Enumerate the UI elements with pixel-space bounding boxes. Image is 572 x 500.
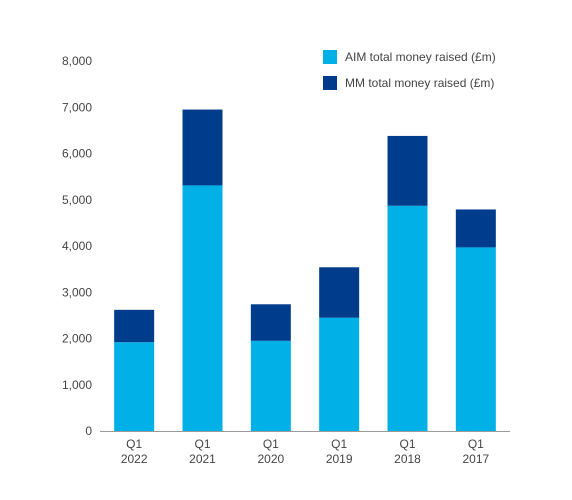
- x-tick-label: 2018: [394, 452, 421, 466]
- legend-label: MM total money raised (£m): [345, 76, 494, 90]
- x-tick-label: 2019: [326, 452, 353, 466]
- x-tick-label: Q1: [331, 437, 347, 451]
- bar-segment-mm: [182, 109, 223, 186]
- y-tick-label: 6,000: [62, 147, 92, 161]
- y-tick-label: 7,000: [62, 100, 92, 114]
- bar-segment-mm: [319, 267, 360, 318]
- x-tick-label: Q1: [194, 437, 210, 451]
- y-axis: 0 1,000 2,000 3,000 4,000 5,000 6,000 7,000 8,00…: [62, 54, 92, 438]
- bar-segment-aim: [387, 205, 428, 431]
- y-tick-label: 0: [85, 424, 92, 438]
- bar-segment-mm: [114, 309, 155, 343]
- bar-segment-aim: [114, 342, 155, 431]
- y-tick-label: 4,000: [62, 239, 92, 253]
- y-tick-label: 8,000: [62, 54, 92, 68]
- x-tick-label: Q1: [126, 437, 142, 451]
- x-tick-label: Q1: [263, 437, 279, 451]
- x-tick-label: Q1: [468, 437, 484, 451]
- bar-segment-aim: [250, 340, 291, 431]
- legend-swatch: [323, 50, 337, 64]
- x-tick-label: 2022: [121, 452, 148, 466]
- bar-segment-mm: [455, 209, 496, 248]
- y-tick-label: 2,000: [62, 332, 92, 346]
- bar-segment-mm: [387, 135, 428, 206]
- bar-segment-aim: [319, 317, 360, 431]
- x-tick-label: 2021: [189, 452, 216, 466]
- legend-swatch: [323, 76, 337, 90]
- legend-label: AIM total money raised (£m): [345, 50, 496, 64]
- bar-segment-aim: [182, 185, 223, 431]
- legend: AIM total money raised (£m) MM total mone…: [323, 50, 496, 90]
- y-tick-label: 3,000: [62, 285, 92, 299]
- bar-segment-aim: [455, 247, 496, 431]
- y-tick-label: 1,000: [62, 378, 92, 392]
- x-tick-label: 2020: [257, 452, 284, 466]
- y-tick-label: 5,000: [62, 193, 92, 207]
- bar-segment-mm: [250, 304, 291, 341]
- x-tick-label: 2017: [462, 452, 489, 466]
- x-tick-label: Q1: [399, 437, 415, 451]
- bars: [114, 109, 496, 431]
